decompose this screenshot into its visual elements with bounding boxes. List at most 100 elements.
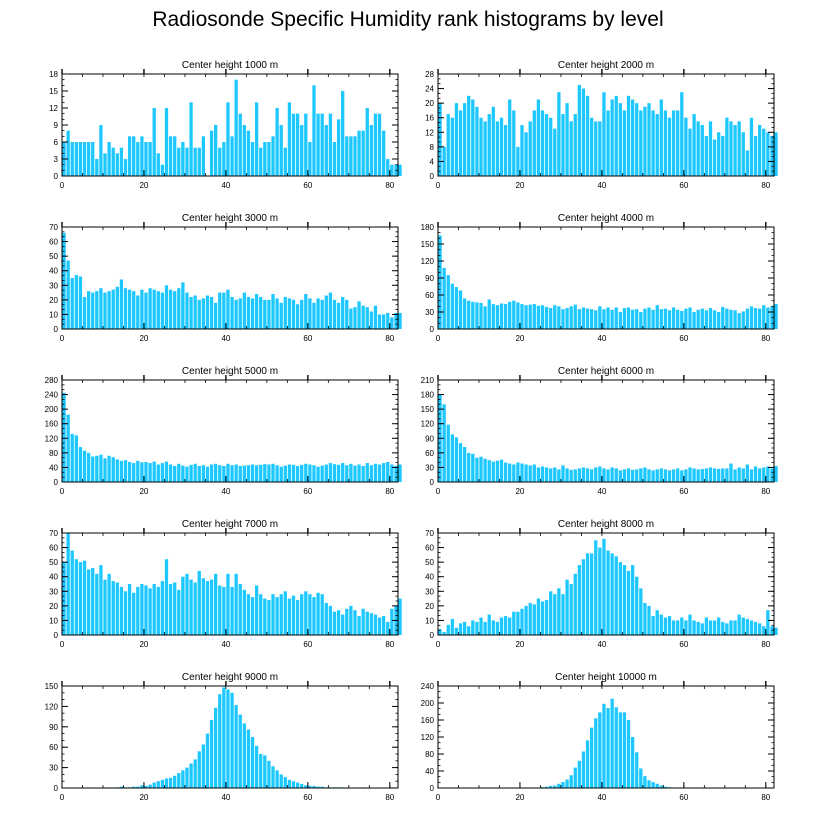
histogram-bar [614,468,618,482]
histogram-bar [238,465,242,482]
histogram-bar [688,307,692,329]
histogram-bar [295,465,300,482]
histogram-bar [382,130,386,176]
histogram-bar [491,304,495,329]
histogram-bar [275,597,279,635]
histogram-bar [103,579,107,635]
histogram-bar [78,142,83,176]
histogram-bar [193,147,197,176]
histogram-bar [168,584,173,635]
histogram-bar [528,304,532,329]
histogram-bar [74,275,78,329]
histogram-bar [390,608,394,635]
histogram-bar [201,578,206,635]
histogram-bar [524,132,528,176]
histogram-bar [712,620,717,635]
histogram-bar [512,464,516,482]
histogram-bar [696,309,700,329]
histogram-bar [222,687,226,788]
histogram-bar [585,95,590,176]
histogram-bar [127,461,132,482]
histogram-bar [86,452,91,482]
histogram-bar [692,114,696,176]
histogram-bar [99,288,103,329]
x-tick-label: 20 [139,793,148,802]
histogram-bar [684,308,688,329]
histogram-bar [729,463,733,482]
histogram-bar [749,469,754,482]
y-tick-label: 180 [421,223,435,232]
histogram-bar [639,110,643,176]
plot-frame [61,685,399,789]
histogram-bar [304,463,308,482]
histogram-bar [635,752,639,788]
histogram-bar [320,299,324,329]
histogram-bar [209,720,214,788]
histogram-bar [503,125,508,176]
histogram-bar [737,467,741,482]
histogram-bar [676,110,680,176]
histogram-bar [610,698,614,788]
y-tick-label: 210 [421,376,435,385]
histogram-bar [524,464,528,482]
histogram-bar [659,785,663,788]
histogram-bar [536,598,541,635]
x-tick-label: 0 [60,334,65,343]
x-tick-label: 40 [597,334,606,343]
y-tick-label: 10 [49,616,58,625]
histogram-bar [581,559,586,635]
histogram-bar [536,305,541,329]
histogram-bar [291,299,296,329]
panel-title: Center height 1000 m [182,60,278,71]
histogram-bar [528,602,532,635]
histogram-bar [332,299,337,329]
histogram-bar [471,620,475,635]
histogram-bar [733,620,737,635]
histogram-bar [160,292,165,329]
histogram-bar [520,463,524,482]
histogram-bar [692,620,696,635]
histogram-bar [479,302,483,329]
histogram-bar [263,598,267,635]
histogram-bar [316,786,320,788]
y-tick-label: 30 [49,587,58,596]
histogram-bar [655,305,659,329]
histogram-bar [532,304,536,329]
histogram-bar [598,712,602,788]
y-tick-label: 40 [425,767,434,776]
histogram-bar [520,125,524,176]
histogram-bar [316,298,320,329]
figure-title: Radiosonde Specific Humidity rank histog… [152,8,664,31]
histogram-bar [95,291,99,329]
x-tick-label: 80 [385,181,394,190]
histogram-bar [725,308,729,329]
chart-panel-5: Center height 5000 m04080120160200240280… [45,366,402,496]
histogram-bar [316,466,320,482]
histogram-bar [450,283,454,329]
histogram-bar [185,767,189,788]
histogram-bar [553,467,557,482]
x-tick-label: 60 [303,181,312,190]
histogram-bar [717,617,721,635]
histogram-bar [438,103,442,176]
histogram-bar [557,588,561,635]
histogram-bar [115,153,119,176]
plot-frame [437,73,775,177]
histogram-bar [234,573,238,635]
histogram-bar [377,113,382,176]
histogram-bar [553,305,557,329]
histogram-bar [454,627,459,635]
histogram-bar [230,692,234,788]
histogram-bar [386,159,390,176]
histogram-bar [345,465,349,482]
histogram-bar [544,467,549,482]
histogram-bar [336,610,341,635]
histogram-bar [766,132,770,176]
histogram-bar [312,465,316,482]
histogram-bar [168,777,173,788]
y-tick-label: 60 [49,544,58,553]
histogram-bar [287,779,292,788]
histogram-bar [369,465,374,482]
histogram-bar [115,286,119,329]
histogram-bar [62,232,66,329]
